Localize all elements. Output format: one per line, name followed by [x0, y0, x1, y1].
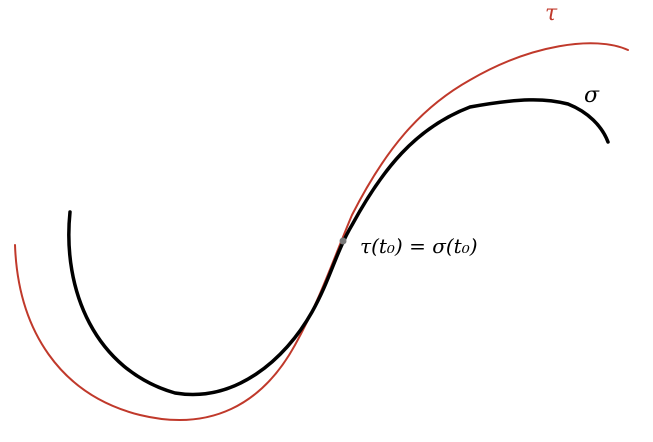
sigma-curve: [67, 98, 610, 397]
tangency-point: [339, 237, 347, 245]
intersection-label: τ(t₀) = σ(t₀): [360, 234, 478, 258]
sigma-label: σ: [584, 83, 600, 108]
tau-label: τ: [545, 1, 558, 26]
